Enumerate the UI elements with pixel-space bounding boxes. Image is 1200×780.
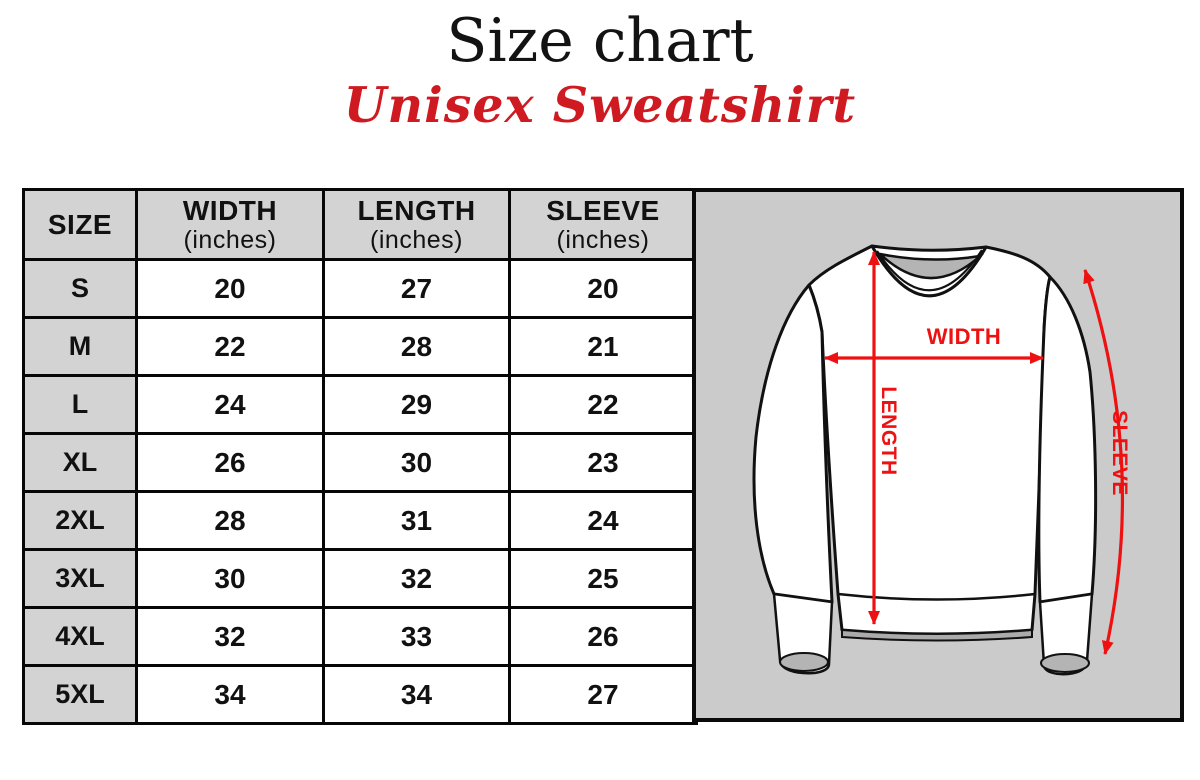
column-header: LENGTH (inches)	[322, 188, 511, 261]
size-cell: L	[22, 374, 138, 435]
column-header: SIZE	[22, 188, 138, 261]
value-cell: 31	[322, 490, 511, 551]
value-cell: 20	[135, 258, 325, 319]
table-row: XL 26 30 23	[22, 432, 698, 493]
value-cell: 25	[508, 548, 698, 609]
size-table: SIZE WIDTH (inches) LENGTH (inches) SLEEVE (in…	[22, 188, 698, 725]
size-cell: XL	[22, 432, 138, 493]
table-row: 3XL 30 32 25	[22, 548, 698, 609]
waistband-seam	[837, 592, 1036, 601]
left-cuff-opening	[779, 652, 829, 672]
size-cell: M	[22, 316, 138, 377]
value-cell: 28	[135, 490, 325, 551]
sweatshirt-body	[807, 244, 1052, 636]
value-cell: 20	[508, 258, 698, 319]
table-row: 4XL 32 33 26	[22, 606, 698, 667]
value-cell: 30	[322, 432, 511, 493]
page-title: Size chart	[446, 6, 754, 76]
size-cell: 4XL	[22, 606, 138, 667]
size-cell: S	[22, 258, 138, 319]
value-cell: 30	[135, 548, 325, 609]
value-cell: 26	[135, 432, 325, 493]
table-row: S 20 27 20	[22, 258, 698, 319]
value-cell: 23	[508, 432, 698, 493]
sweatshirt-illustration: WIDTH LENGTH SLEEVE	[752, 244, 1131, 676]
value-cell: 21	[508, 316, 698, 377]
size-cell: 3XL	[22, 548, 138, 609]
right-cuff-opening	[1040, 653, 1090, 673]
size-table-header-row: SIZE WIDTH (inches) LENGTH (inches) SLEEVE (in…	[22, 188, 698, 261]
column-header: WIDTH (inches)	[135, 188, 325, 261]
value-cell: 27	[508, 664, 698, 725]
size-cell: 5XL	[22, 664, 138, 725]
value-cell: 33	[322, 606, 511, 667]
width-arrow-label: WIDTH	[927, 324, 1002, 349]
table-row: L 24 29 22	[22, 374, 698, 435]
column-header: SLEEVE (inches)	[508, 188, 698, 261]
value-cell: 32	[135, 606, 325, 667]
sleeve-arrow-label: SLEEVE	[1108, 410, 1131, 496]
sleeve-arrow	[1083, 269, 1125, 655]
value-cell: 34	[322, 664, 511, 725]
table-row: 2XL 28 31 24	[22, 490, 698, 551]
right-sleeve	[1037, 275, 1098, 604]
value-cell: 34	[135, 664, 325, 725]
size-cell: 2XL	[22, 490, 138, 551]
value-cell: 26	[508, 606, 698, 667]
value-cell: 22	[508, 374, 698, 435]
value-cell: 32	[322, 548, 511, 609]
size-table-body: S 20 27 20 M 22 28 21 L 24 29 22 XL 26 30 23 2XL 28 31 24 3X…	[22, 258, 698, 725]
left-sleeve	[752, 283, 834, 604]
page-subtitle: Unisex Sweatshirt	[343, 76, 857, 134]
hem-shadow	[841, 628, 1033, 642]
value-cell: 28	[322, 316, 511, 377]
value-cell: 24	[508, 490, 698, 551]
value-cell: 24	[135, 374, 325, 435]
table-row: M 22 28 21	[22, 316, 698, 377]
value-cell: 29	[322, 374, 511, 435]
neck-opening	[875, 251, 984, 280]
length-arrow-label: LENGTH	[877, 386, 900, 475]
diagram-panel: WIDTH LENGTH SLEEVE	[692, 188, 1184, 722]
table-row: 5XL 34 34 27	[22, 664, 698, 725]
value-cell: 22	[135, 316, 325, 377]
collar-band-inner-edge	[876, 249, 983, 292]
value-cell: 27	[322, 258, 511, 319]
